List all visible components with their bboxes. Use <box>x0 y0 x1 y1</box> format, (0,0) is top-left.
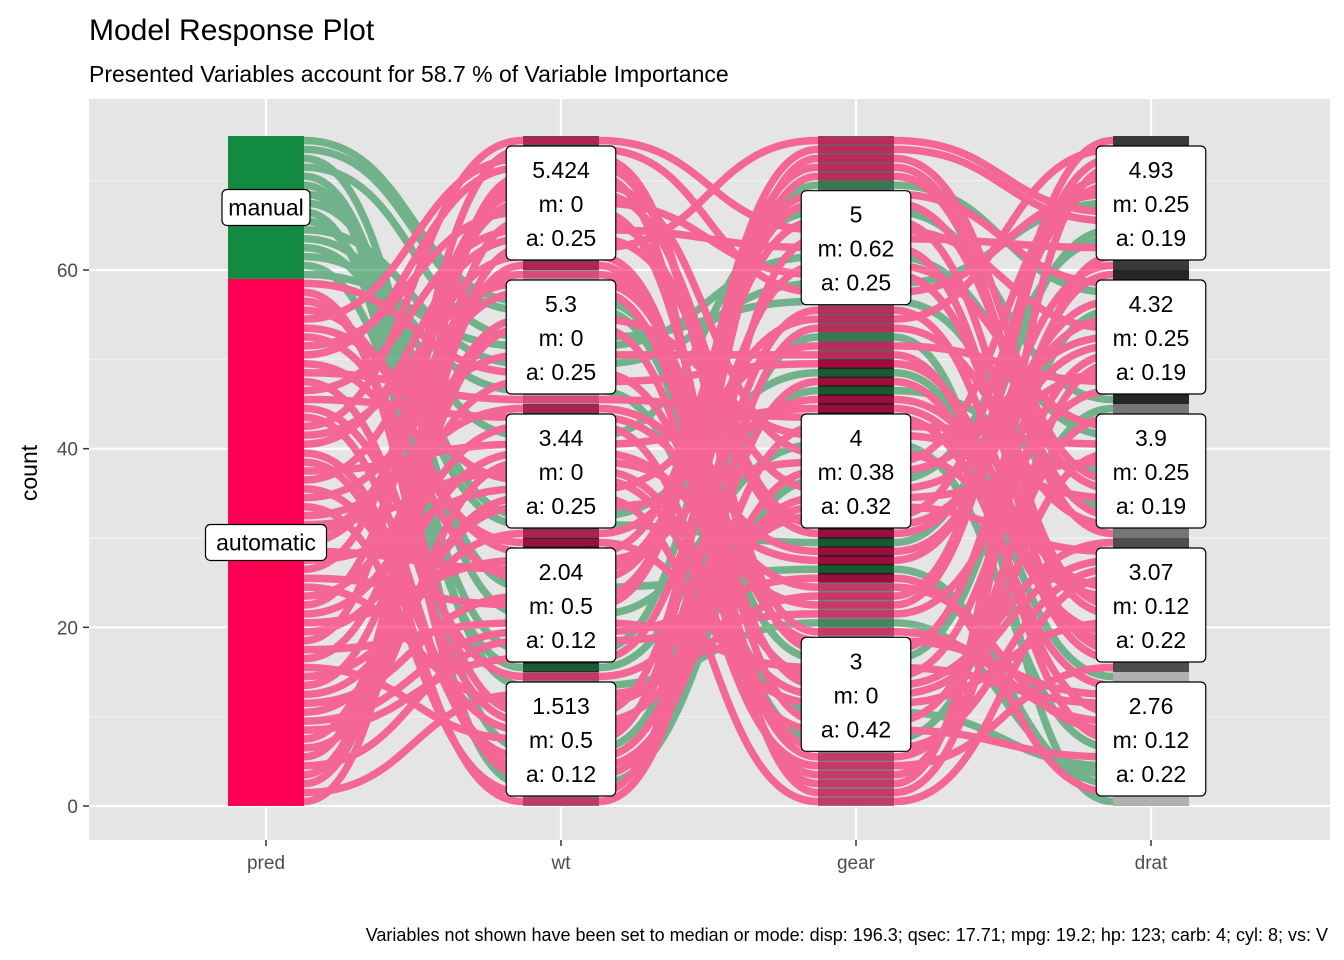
drat-label-text: a: 0.22 <box>1116 761 1186 787</box>
pred-label-manual: manual <box>221 188 311 227</box>
pred-label-box <box>204 523 328 562</box>
gear-label-box <box>800 636 912 752</box>
wt-label-text: a: 0.12 <box>526 627 596 653</box>
pred-label-box <box>221 188 311 227</box>
flow-automatic <box>303 136 1114 431</box>
drat-label-text: a: 0.19 <box>1116 225 1186 251</box>
wt-label: 1.513 m: 0.5 a: 0.12 <box>505 681 617 797</box>
gear-label: 3 m: 0 a: 0.42 <box>800 636 912 752</box>
wt-label-text: 5.424 <box>532 157 590 183</box>
wt-label-text: a: 0.25 <box>526 493 596 519</box>
gear-label-text: a: 0.25 <box>821 270 891 296</box>
drat-label-text: m: 0.12 <box>1113 593 1190 619</box>
y-tick-label: 20 <box>57 618 78 639</box>
wt-label: 5.424 m: 0 a: 0.25 <box>505 145 617 261</box>
gear-label-text: 5 <box>850 202 863 228</box>
drat-label-text: m: 0.25 <box>1113 459 1190 485</box>
drat-label-box <box>1095 681 1207 797</box>
chart-subtitle: Presented Variables account for 58.7 % o… <box>89 61 729 87</box>
drat-label-text: a: 0.22 <box>1116 627 1186 653</box>
wt-label-box <box>505 547 617 663</box>
wt-label-text: 2.04 <box>539 559 584 585</box>
gear-label-text: m: 0 <box>834 682 879 708</box>
wt-label-text: m: 0.5 <box>529 593 593 619</box>
wt-label-text: a: 0.12 <box>526 761 596 787</box>
wt-label-text: 3.44 <box>539 425 584 451</box>
drat-label-text: 4.32 <box>1129 291 1174 317</box>
gear-label-text: 4 <box>850 425 863 451</box>
drat-label: 4.32 m: 0.25 a: 0.19 <box>1095 279 1207 395</box>
wt-label-box <box>505 413 617 529</box>
chart-caption: Variables not shown have been set to med… <box>366 925 1328 945</box>
gear-label: 5 m: 0.62 a: 0.25 <box>800 190 912 306</box>
gear-label-text: m: 0.38 <box>818 459 895 485</box>
drat-label: 4.93 m: 0.25 a: 0.19 <box>1095 145 1207 261</box>
wt-label-text: 5.3 <box>545 291 577 317</box>
wt-label: 2.04 m: 0.5 a: 0.12 <box>505 547 617 663</box>
wt-label-text: m: 0 <box>539 191 584 217</box>
wt-label-text: m: 0 <box>539 459 584 485</box>
drat-label-box <box>1095 279 1207 395</box>
plot-panel: 0 20 40 60 pred wt gear drat manual automatic 5.42… <box>57 99 1330 874</box>
drat-label: 3.07 m: 0.12 a: 0.22 <box>1095 547 1207 663</box>
drat-label-text: m: 0.25 <box>1113 325 1190 351</box>
drat-label: 3.9 m: 0.25 a: 0.19 <box>1095 413 1207 529</box>
pred-label-text: manual <box>228 194 303 220</box>
wt-label: 5.3 m: 0 a: 0.25 <box>505 279 617 395</box>
drat-label-text: m: 0.25 <box>1113 191 1190 217</box>
y-tick-label: 60 <box>57 261 78 282</box>
wt-label-text: m: 0.5 <box>529 727 593 753</box>
pred-label-automatic: automatic <box>204 523 328 562</box>
drat-label-box <box>1095 547 1207 663</box>
drat-label-text: a: 0.19 <box>1116 359 1186 385</box>
gear-label-box <box>800 190 912 306</box>
wt-label-box <box>505 145 617 261</box>
wt-label-box <box>505 279 617 395</box>
wt-label-text: 1.513 <box>532 693 590 719</box>
drat-label: 2.76 m: 0.12 a: 0.22 <box>1095 681 1207 797</box>
y-tick-label: 0 <box>67 797 78 818</box>
x-tick-label-wt: wt <box>551 853 572 874</box>
gear-label-text: m: 0.62 <box>818 236 895 262</box>
drat-label-box <box>1095 413 1207 529</box>
drat-label-text: 2.76 <box>1129 693 1174 719</box>
drat-label-text: 4.93 <box>1129 157 1174 183</box>
x-tick-label-pred: pred <box>247 853 285 874</box>
y-axis-title: count <box>16 444 42 501</box>
chart-title: Model Response Plot <box>89 14 375 47</box>
wt-label-text: m: 0 <box>539 325 584 351</box>
pred-label-text: automatic <box>216 529 316 555</box>
wt-label-text: a: 0.25 <box>526 359 596 385</box>
drat-label-text: a: 0.19 <box>1116 493 1186 519</box>
x-tick-label-drat: drat <box>1135 853 1168 874</box>
gear-label-text: a: 0.42 <box>821 716 891 742</box>
drat-label-text: 3.07 <box>1129 559 1174 585</box>
gear-label-text: a: 0.32 <box>821 493 891 519</box>
flow-group <box>303 136 1114 806</box>
y-tick-label: 40 <box>57 440 78 461</box>
gear-label-text: 3 <box>850 648 863 674</box>
wt-label-box <box>505 681 617 797</box>
wt-label-text: a: 0.25 <box>526 225 596 251</box>
drat-label-text: 3.9 <box>1135 425 1167 451</box>
drat-label-box <box>1095 145 1207 261</box>
gear-label: 4 m: 0.38 a: 0.32 <box>800 413 912 529</box>
x-tick-label-gear: gear <box>837 853 876 874</box>
drat-label-text: m: 0.12 <box>1113 727 1190 753</box>
wt-label: 3.44 m: 0 a: 0.25 <box>505 413 617 529</box>
gear-label-box <box>800 413 912 529</box>
